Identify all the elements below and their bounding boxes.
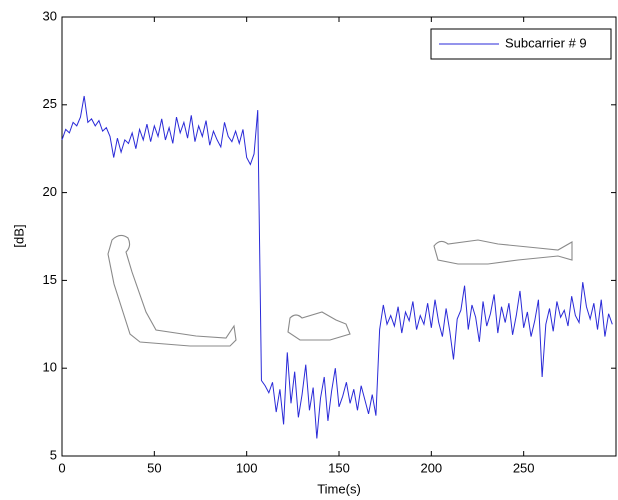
- y-tick-label: 15: [43, 272, 57, 287]
- y-tick-label: 30: [43, 8, 57, 23]
- y-tick-label: 20: [43, 184, 57, 199]
- data-line: [61, 95, 613, 439]
- x-tick-label: 100: [236, 460, 258, 475]
- y-axis-label: [dB]: [11, 224, 26, 247]
- x-axis-label: Time(s): [317, 481, 361, 496]
- x-tick-label: 200: [420, 460, 442, 475]
- x-tick-label: 250: [513, 460, 535, 475]
- x-tick-label: 150: [328, 460, 350, 475]
- x-tick-label: 0: [58, 460, 65, 475]
- y-tick-label: 10: [43, 360, 57, 375]
- legend-label: Subcarrier # 9: [505, 35, 587, 50]
- y-tick-label: 25: [43, 96, 57, 111]
- plot-frame: [61, 16, 617, 457]
- posture-sketches: [107, 234, 573, 347]
- x-tick-label: 50: [147, 460, 161, 475]
- y-tick-label: 5: [50, 447, 57, 462]
